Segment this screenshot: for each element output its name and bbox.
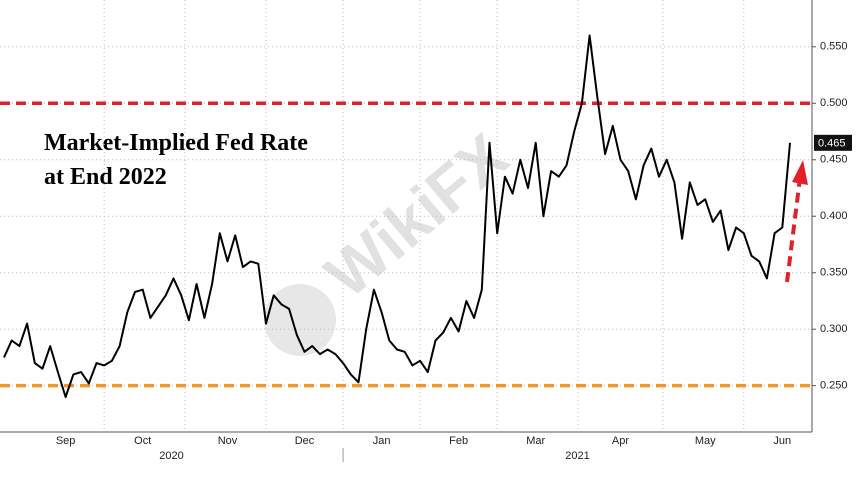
x-tick-label: Sep (56, 435, 76, 447)
y-tick-label: 0.250 (820, 380, 848, 392)
year-label: 2020 (159, 450, 183, 462)
watermark: WikiFX (264, 119, 521, 356)
last-value-box (814, 134, 852, 151)
y-tick-label: 0.350 (820, 267, 848, 279)
x-tick-label: Jan (373, 435, 391, 447)
year-label: 2021 (565, 450, 589, 462)
arrow-shaft (785, 177, 802, 283)
x-tick-label: Dec (295, 435, 315, 447)
x-tick-label: Jun (773, 435, 791, 447)
x-tick-label: May (695, 435, 716, 447)
last-value-label: 0.465 (818, 138, 846, 150)
x-tick-label: Mar (526, 435, 545, 447)
y-tick-label: 0.500 (820, 97, 848, 109)
arrow-head (792, 160, 808, 185)
y-tick-label: 0.550 (820, 41, 848, 53)
watermark-logo (264, 284, 336, 356)
chart-title: at End 2022 (44, 164, 167, 190)
y-tick-label: 0.400 (820, 210, 848, 222)
x-tick-label: Apr (612, 435, 629, 447)
x-tick-label: Nov (218, 435, 238, 447)
y-tick-label: 0.450 (820, 154, 848, 166)
series-line (3, 34, 791, 398)
chart-title: Market-Implied Fed Rate (44, 130, 308, 156)
y-tick-label: 0.300 (820, 323, 848, 335)
x-tick-label: Oct (134, 435, 151, 447)
x-tick-label: Feb (449, 435, 468, 447)
